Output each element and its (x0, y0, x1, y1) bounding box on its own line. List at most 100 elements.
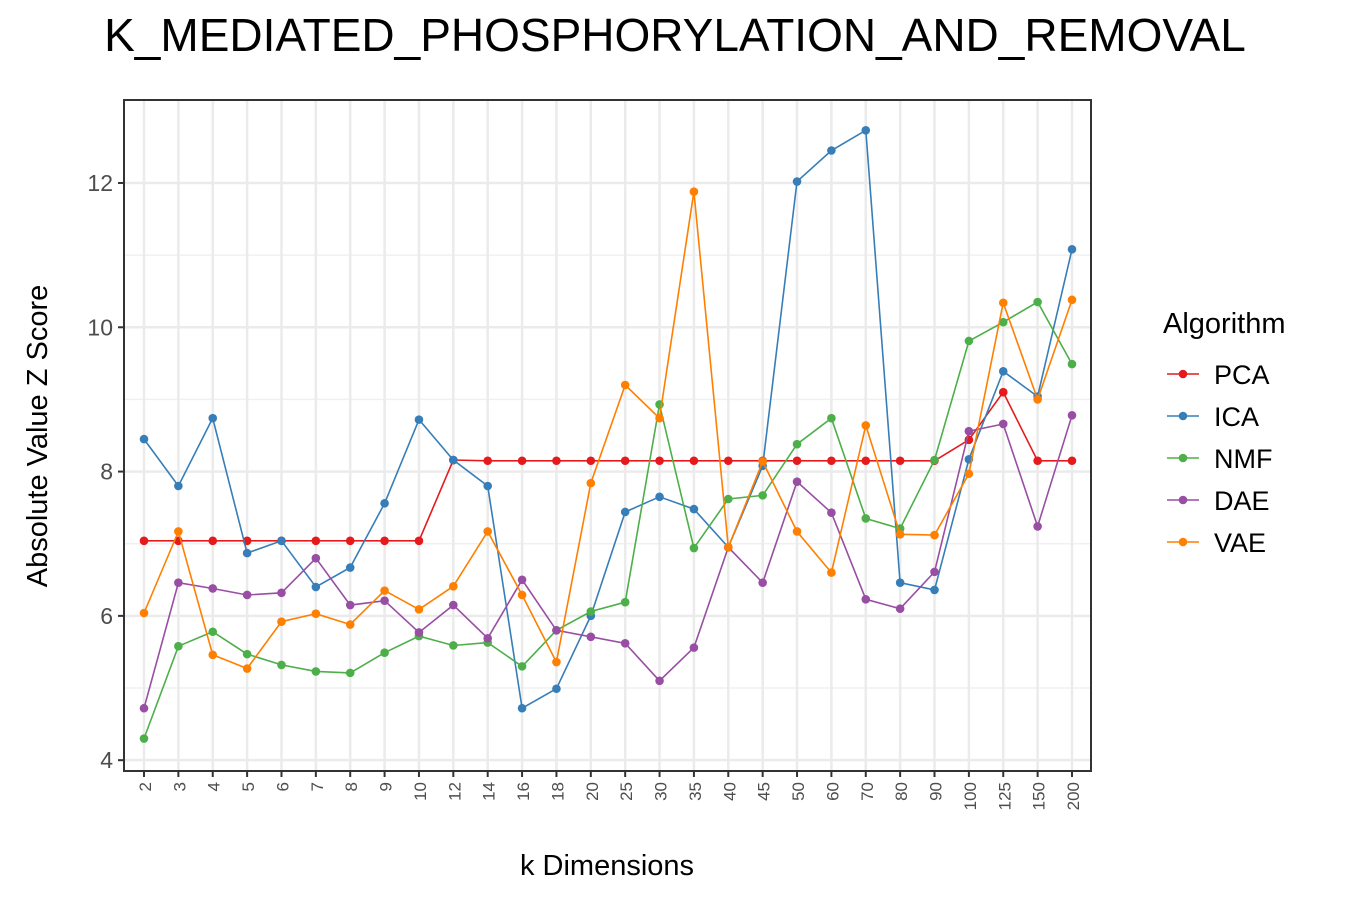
x-tick-label: 16 (514, 782, 533, 801)
data-point (964, 336, 974, 346)
y-axis-label: Absolute Value Z Score (22, 285, 54, 588)
data-point (311, 536, 321, 546)
data-point (689, 504, 699, 514)
x-tick-label: 200 (1064, 782, 1083, 810)
y-tick-label: 4 (100, 747, 113, 773)
data-point (242, 649, 252, 659)
data-point (620, 597, 630, 607)
data-point (380, 586, 389, 595)
data-point (964, 469, 974, 479)
x-tick-label: 4 (205, 782, 224, 791)
data-point (517, 662, 527, 671)
x-tick-label: 125 (995, 782, 1014, 810)
y-tick-label: 8 (100, 459, 113, 485)
x-tick-label: 40 (720, 782, 739, 801)
data-point (517, 703, 527, 713)
data-point (620, 507, 630, 517)
data-point (414, 628, 424, 637)
chart-title: K_MEDIATED_PHOSPHORYLATION_AND_REMOVAL (104, 9, 1246, 61)
data-point (242, 664, 252, 673)
data-point (311, 667, 321, 676)
data-point (723, 494, 733, 504)
grid (124, 100, 1091, 771)
data-point (139, 536, 149, 546)
legend-key-point (1178, 453, 1188, 463)
data-point (311, 553, 321, 563)
data-point (380, 648, 389, 657)
legend: Algorithm PCA ICA NMF DAE VAE (1163, 308, 1286, 558)
data-point (345, 600, 355, 610)
data-point (895, 604, 905, 613)
data-point (895, 530, 905, 539)
data-point (723, 456, 733, 466)
data-point (139, 703, 149, 713)
legend-item-pca: PCA (1167, 360, 1270, 390)
data-point (655, 413, 664, 423)
data-point (139, 734, 149, 743)
legend-item-nmf: NMF (1167, 444, 1272, 474)
series-line (143, 300, 1073, 739)
legend-label: NMF (1214, 444, 1272, 474)
x-tick-label: 60 (823, 782, 842, 801)
x-tick-label: 70 (858, 782, 877, 801)
data-point (655, 492, 664, 502)
series-dae (139, 410, 1077, 713)
data-point (208, 627, 218, 637)
data-point (861, 514, 871, 523)
data-point (174, 578, 183, 587)
data-point (689, 543, 699, 553)
data-point (586, 456, 596, 466)
data-point (861, 421, 871, 430)
data-point (758, 578, 767, 587)
data-point (930, 455, 939, 465)
data-point (414, 605, 424, 614)
data-point (311, 582, 321, 592)
series-ica (139, 126, 1077, 713)
legend-label: DAE (1214, 486, 1270, 516)
data-point (827, 508, 836, 518)
data-point (1067, 456, 1077, 466)
data-point (930, 530, 939, 540)
legend-label: ICA (1214, 402, 1259, 432)
x-tick-label: 35 (686, 782, 705, 801)
data-point (277, 588, 286, 598)
x-tick-label: 30 (652, 782, 671, 801)
data-point (964, 426, 974, 436)
series-line (143, 191, 1073, 670)
data-point (1033, 522, 1042, 531)
data-point (998, 419, 1008, 429)
data-point (758, 491, 767, 500)
data-point (586, 478, 596, 488)
legend-item-dae: DAE (1167, 486, 1270, 516)
data-point (655, 676, 664, 686)
x-tick-label: 12 (445, 782, 464, 801)
y-axis: 4 6 8 10 12 (87, 170, 124, 773)
data-point (242, 548, 252, 558)
series-nmf (139, 297, 1077, 743)
data-point (1067, 359, 1077, 369)
data-point (792, 439, 802, 449)
data-point (998, 317, 1008, 327)
series-pca (139, 387, 1077, 546)
data-point (208, 650, 218, 660)
data-point (380, 536, 389, 546)
data-point (895, 578, 905, 587)
data-point (1033, 297, 1042, 307)
data-point (792, 177, 802, 186)
data-point (174, 641, 183, 651)
data-point (930, 567, 939, 577)
data-point (277, 617, 286, 626)
data-point (655, 456, 664, 466)
data-point (792, 456, 802, 466)
y-tick-label: 12 (87, 170, 113, 196)
data-point (380, 499, 389, 508)
data-point (139, 608, 149, 618)
data-point (242, 590, 252, 600)
x-tick-label: 5 (239, 782, 258, 791)
data-point (139, 434, 149, 444)
data-point (552, 626, 561, 635)
data-point (517, 575, 527, 585)
data-point (414, 415, 424, 424)
legend-key-point (1178, 537, 1188, 547)
